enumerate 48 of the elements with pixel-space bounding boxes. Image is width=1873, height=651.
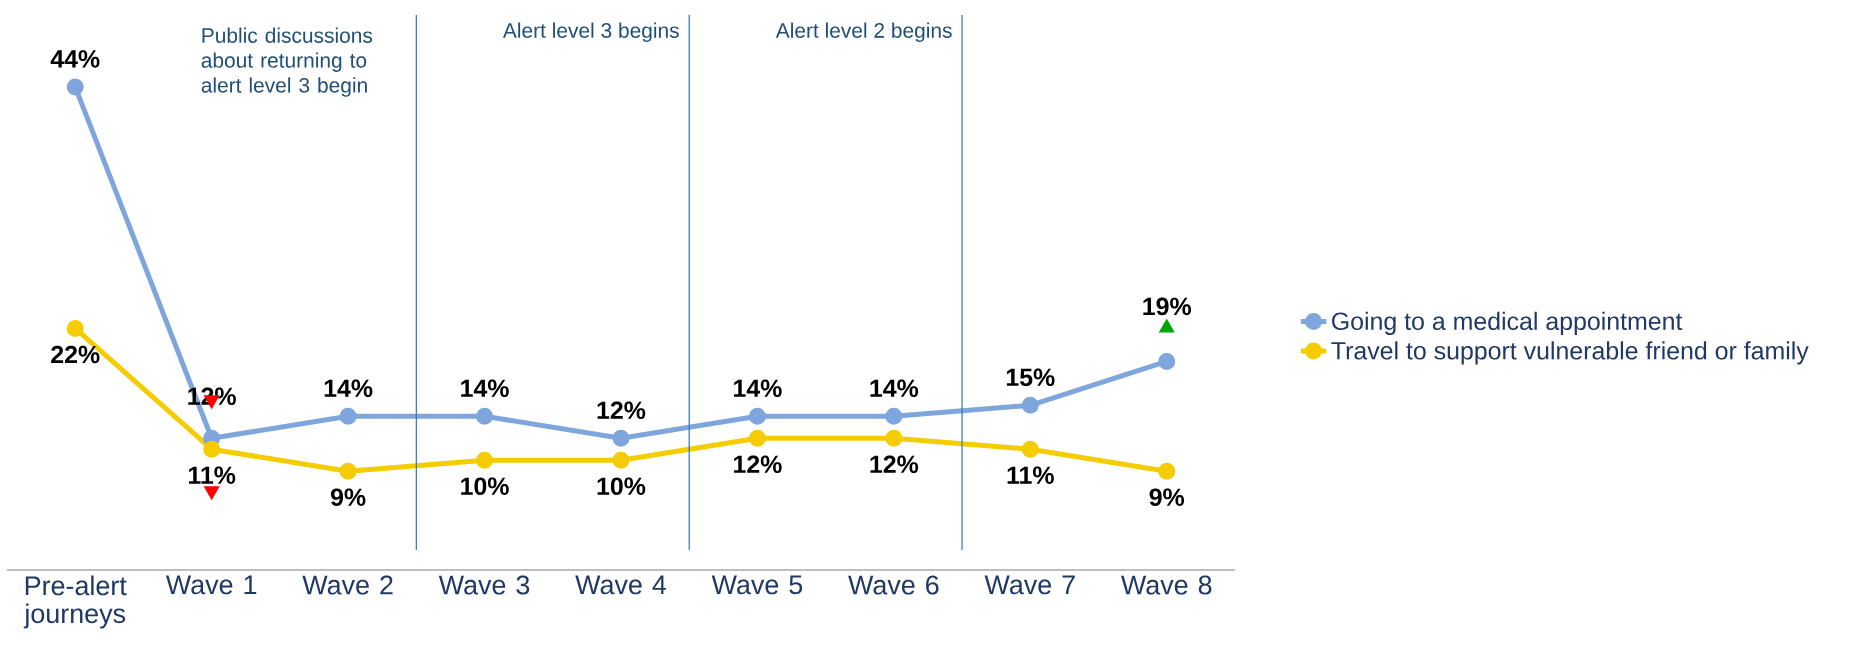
x-tick-label: Wave 6 — [848, 575, 939, 595]
data-label: 12% — [870, 455, 919, 474]
data-label: 11% — [1007, 466, 1054, 484]
annotation: Public discussions about returning to alert level 3 begin — [201, 27, 373, 97]
text: Alert level 3 begins — [502, 22, 679, 43]
point — [1158, 352, 1176, 370]
point — [339, 407, 357, 425]
x-tick-label: Wave 2 — [302, 575, 393, 595]
point — [885, 407, 903, 425]
point — [476, 407, 494, 425]
data-label: 14% — [324, 379, 373, 398]
point — [748, 429, 766, 447]
point — [66, 319, 84, 337]
data-label: 10% — [461, 477, 509, 496]
data-label: 19% — [1143, 297, 1191, 316]
x-tick-label: Wave 5 — [711, 575, 803, 595]
data-label: 15% — [1006, 368, 1055, 387]
point — [612, 429, 630, 447]
data-label: 14% — [461, 379, 509, 398]
point — [1021, 440, 1039, 458]
data-label: 22% — [51, 345, 100, 364]
point — [1021, 396, 1039, 414]
point — [1158, 462, 1176, 480]
data-label: 11% — [188, 466, 236, 484]
data-label: 44% — [50, 50, 100, 68]
point — [203, 440, 221, 458]
data-label: 12% — [597, 401, 646, 420]
data-label: 9% — [330, 488, 366, 507]
legend-label: Travel to support vulnerable friend or family — [1331, 341, 1809, 365]
data-label: 10% — [597, 477, 646, 496]
data-label: 14% — [734, 379, 782, 398]
x-tick-label: Wave 7 — [984, 575, 1075, 595]
point — [748, 407, 766, 425]
x-tick-label: Wave 1 — [165, 575, 257, 595]
data-label: 12% — [734, 455, 782, 474]
point — [476, 451, 494, 469]
x-tick-label: Pre-alert journeys — [23, 575, 127, 629]
text: Alert level 2 begins — [775, 22, 952, 43]
point — [612, 451, 630, 469]
point — [66, 78, 84, 96]
point — [339, 462, 357, 480]
data-label: 14% — [870, 379, 919, 398]
point — [885, 429, 903, 447]
legend-label: Going to a medical appointment — [1332, 311, 1683, 335]
data-label: 9% — [1149, 488, 1185, 507]
x-tick-label: Wave 4 — [575, 575, 667, 595]
x-tick-label: Wave 8 — [1121, 575, 1212, 595]
x-tick-label: Wave 3 — [438, 575, 530, 595]
